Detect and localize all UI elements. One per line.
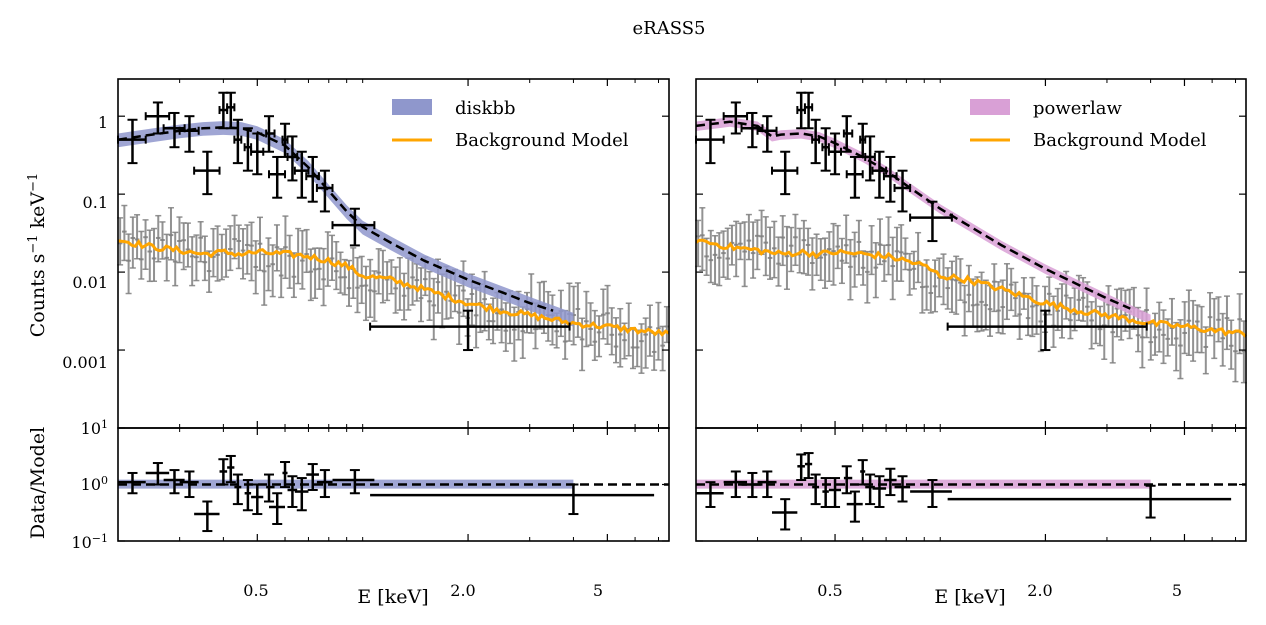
source-data-points xyxy=(695,91,1148,352)
background-data-points xyxy=(117,204,670,374)
y-axis-label-top: Counts s−1 keV−1 xyxy=(26,173,50,338)
source-data-points xyxy=(117,91,571,352)
figure-title: eRASS5 xyxy=(632,18,705,39)
right-panel: powerlaw Background Model 0.5 2.0 5 E [k… xyxy=(695,78,1248,608)
ratio-panel xyxy=(696,452,1246,531)
legend: powerlaw Background Model xyxy=(970,98,1207,151)
background-model-line xyxy=(117,239,670,337)
x-tick-label: 0.5 xyxy=(243,581,268,600)
y-tick-label-bottom: 100 xyxy=(81,474,108,495)
left-panel: diskbb Background Model 0.5 2.0 5 E [keV… xyxy=(117,78,670,608)
x-tick-label: 5 xyxy=(593,581,603,600)
y-axis-label-bottom: Data/Model xyxy=(27,427,49,539)
source-model-line xyxy=(695,120,1131,310)
x-axis-label: E [keV] xyxy=(934,586,1005,608)
x-axis-label: E [keV] xyxy=(357,586,428,608)
legend: diskbb Background Model xyxy=(392,98,629,151)
axes-frames xyxy=(695,78,1247,542)
legend-label-background: Background Model xyxy=(1033,130,1207,151)
x-tick-label: 5 xyxy=(1172,581,1182,600)
y-tick-label-top: 0.1 xyxy=(83,193,108,212)
background-model-curve xyxy=(117,239,670,337)
y-tick-label-top: 0.001 xyxy=(62,353,108,372)
x-tick-label: 0.5 xyxy=(817,581,842,600)
x-tick-label: 2.0 xyxy=(1027,581,1052,600)
background-model-line xyxy=(695,238,1248,338)
legend-label-background: Background Model xyxy=(455,130,629,151)
y-tick-label-top: 0.01 xyxy=(72,273,108,292)
y-tick-label-top: 1 xyxy=(98,113,108,132)
x-tick-label: 2.0 xyxy=(450,581,475,600)
legend-handle-model-band xyxy=(970,99,1010,115)
y-tick-label-bottom: 10−1 xyxy=(71,532,108,553)
ratio-panel xyxy=(118,454,669,533)
axes-frames xyxy=(117,78,670,542)
source-model-curve xyxy=(695,120,1131,310)
y-tick-label-bottom: 101 xyxy=(81,418,108,439)
legend-label-model: powerlaw xyxy=(1033,98,1123,119)
background-model-curve xyxy=(695,238,1248,338)
background-data-points xyxy=(695,207,1247,384)
legend-handle-model-band xyxy=(392,99,432,115)
legend-label-model: diskbb xyxy=(455,98,515,119)
